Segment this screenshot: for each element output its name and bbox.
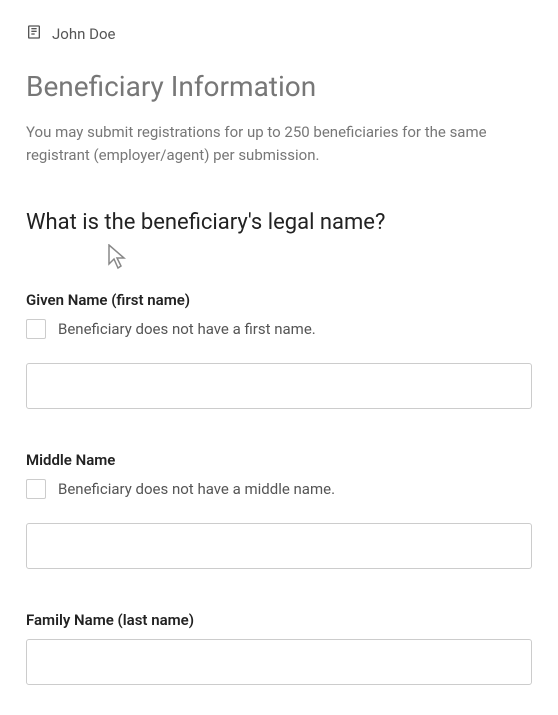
given-name-label: Given Name (first name) — [26, 291, 532, 309]
given-name-checkbox-row: Beneficiary does not have a first name. — [26, 319, 532, 339]
page-subtitle: You may submit registrations for up to 2… — [26, 121, 532, 168]
given-name-group: Given Name (first name) Beneficiary does… — [26, 291, 532, 409]
page-title: Beneficiary Information — [26, 70, 532, 103]
middle-name-input[interactable] — [26, 523, 532, 569]
middle-name-group: Middle Name Beneficiary does not have a … — [26, 451, 532, 569]
given-name-input[interactable] — [26, 363, 532, 409]
legal-name-question: What is the beneficiary's legal name? — [26, 210, 532, 235]
no-middle-name-checkbox[interactable] — [26, 479, 46, 499]
no-first-name-checkbox-label: Beneficiary does not have a first name. — [58, 320, 316, 338]
family-name-label: Family Name (last name) — [26, 611, 532, 629]
no-middle-name-checkbox-label: Beneficiary does not have a middle name. — [58, 480, 335, 498]
no-first-name-checkbox[interactable] — [26, 319, 46, 339]
user-icon — [26, 24, 42, 44]
user-row: John Doe — [26, 24, 532, 44]
user-name: John Doe — [52, 25, 115, 43]
middle-name-label: Middle Name — [26, 451, 532, 469]
cursor-icon — [108, 244, 128, 270]
family-name-input[interactable] — [26, 639, 532, 685]
family-name-group: Family Name (last name) — [26, 611, 532, 685]
middle-name-checkbox-row: Beneficiary does not have a middle name. — [26, 479, 532, 499]
